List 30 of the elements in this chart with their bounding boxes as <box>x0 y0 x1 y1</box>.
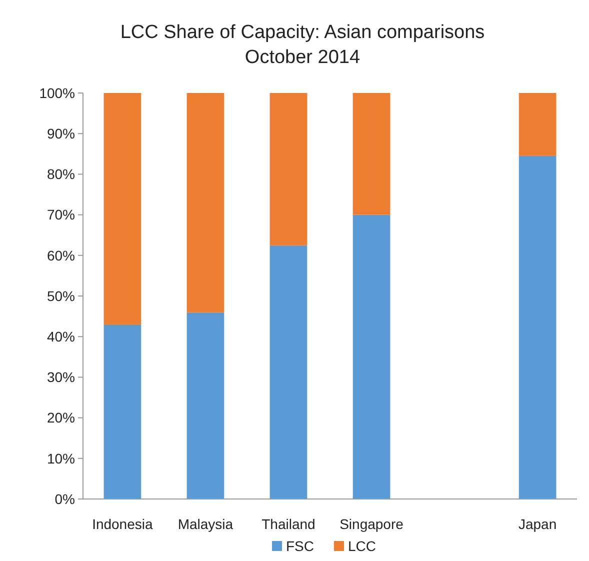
y-tick-label: 10% <box>46 450 75 466</box>
x-tick-label: Malaysia <box>178 516 234 532</box>
bar <box>186 93 224 312</box>
y-tick-label: 30% <box>46 369 75 386</box>
y-tick-label: 90% <box>46 126 75 142</box>
y-tick-label: 60% <box>46 247 75 264</box>
x-tick-label: Thailand <box>262 516 316 532</box>
bar <box>352 214 390 499</box>
bar <box>518 156 556 499</box>
y-tick-label: 100% <box>39 84 75 101</box>
x-tick-label: Japan <box>518 516 557 532</box>
chart-subtitle: October 2014 <box>244 47 360 68</box>
y-tick-label: 20% <box>46 410 75 426</box>
chart-title: LCC Share of Capacity: Asian comparisons <box>120 22 485 43</box>
y-tick-label: 70% <box>46 206 75 223</box>
bar <box>352 93 390 215</box>
y-tick-label: 80% <box>46 166 75 182</box>
bar <box>270 93 308 246</box>
bar <box>104 93 142 324</box>
legend-label: FSC <box>286 538 314 554</box>
bar <box>104 324 142 499</box>
bar <box>270 245 308 499</box>
y-tick-label: 0% <box>54 490 75 507</box>
x-tick-label: Indonesia <box>92 516 154 532</box>
y-tick-label: 50% <box>46 288 75 304</box>
bar <box>186 312 224 499</box>
y-tick-label: 40% <box>46 328 75 344</box>
bar <box>518 93 556 156</box>
x-tick-label: Singapore <box>340 516 404 532</box>
legend-label: LCC <box>348 538 376 554</box>
